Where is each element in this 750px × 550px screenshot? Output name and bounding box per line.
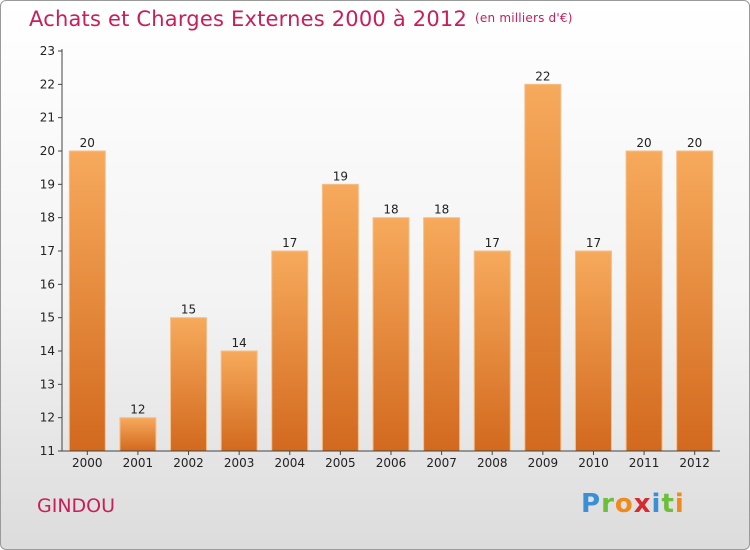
y-tick-label: 14 <box>40 344 55 358</box>
x-tick-label: 2003 <box>224 456 255 470</box>
logo-letter: i <box>674 489 685 519</box>
bar <box>220 350 258 452</box>
bar <box>676 150 714 452</box>
bar <box>119 417 157 452</box>
bar <box>68 150 106 452</box>
bar <box>170 317 208 452</box>
bar-value-label: 17 <box>282 236 297 250</box>
x-tick-label: 2010 <box>578 456 609 470</box>
y-tick-label: 18 <box>40 211 55 225</box>
y-tick-label: 11 <box>40 444 55 458</box>
bar <box>271 250 309 452</box>
x-tick-label: 2001 <box>123 456 154 470</box>
x-tick-label: 2011 <box>629 456 660 470</box>
bar <box>473 250 511 452</box>
bar-value-label: 12 <box>130 403 145 417</box>
bar <box>321 183 359 452</box>
y-tick-label: 13 <box>40 377 55 391</box>
y-tick-label: 23 <box>40 44 55 58</box>
chart-subtitle: (en milliers d'€) <box>475 11 573 25</box>
x-tick-label: 2009 <box>528 456 559 470</box>
x-tick-label: 2002 <box>173 456 204 470</box>
place-name: GINDOU <box>37 495 116 517</box>
bar-value-label: 22 <box>535 69 550 83</box>
x-tick-label: 2000 <box>72 456 103 470</box>
y-tick-label: 12 <box>40 411 55 425</box>
logo-letter: i <box>651 489 662 519</box>
x-tick-label: 2008 <box>477 456 508 470</box>
proxiti-logo[interactable]: Proxiti <box>581 489 685 519</box>
bar-value-label: 14 <box>232 336 247 350</box>
bar-value-label: 18 <box>383 203 398 217</box>
y-tick-label: 15 <box>40 311 55 325</box>
logo-letter: t <box>661 489 675 519</box>
title-text: Achats et Charges Externes 2000 à 2012 <box>29 7 468 31</box>
chart-title: Achats et Charges Externes 2000 à 2012 (e… <box>29 7 573 31</box>
y-tick-label: 20 <box>40 144 55 158</box>
bar-value-label: 17 <box>485 236 500 250</box>
bar <box>524 83 562 452</box>
x-tick-label: 2005 <box>325 456 356 470</box>
x-tick-label: 2007 <box>426 456 457 470</box>
x-tick-label: 2006 <box>376 456 407 470</box>
x-tick-label: 2012 <box>679 456 710 470</box>
bar <box>625 150 663 452</box>
y-tick-label: 21 <box>40 111 55 125</box>
bar-value-label: 15 <box>181 303 196 317</box>
logo-letter: x <box>633 489 652 519</box>
bar <box>372 217 410 452</box>
bar-value-label: 19 <box>333 169 348 183</box>
bar <box>423 217 461 452</box>
bar-value-label: 17 <box>586 236 601 250</box>
logo-letter: r <box>601 489 615 519</box>
y-tick-label: 16 <box>40 277 55 291</box>
logo-letter: o <box>614 489 634 519</box>
x-tick-label: 2004 <box>274 456 305 470</box>
bar-value-label: 20 <box>687 136 702 150</box>
logo-letter: P <box>581 489 602 519</box>
bars-group: 20 12 15 14 17 19 18 18 17 22 17 20 20 <box>68 69 714 452</box>
bar <box>574 250 612 452</box>
bar-value-label: 20 <box>80 136 95 150</box>
y-tick-label: 22 <box>40 77 55 91</box>
axes-group: 11 12 13 14 15 16 17 18 19 20 21 22 23 2000 2001 2002 20… <box>40 44 720 470</box>
y-tick-label: 17 <box>40 244 55 258</box>
bar-value-label: 20 <box>636 136 651 150</box>
bar-value-label: 18 <box>434 203 449 217</box>
y-tick-label: 19 <box>40 177 55 191</box>
